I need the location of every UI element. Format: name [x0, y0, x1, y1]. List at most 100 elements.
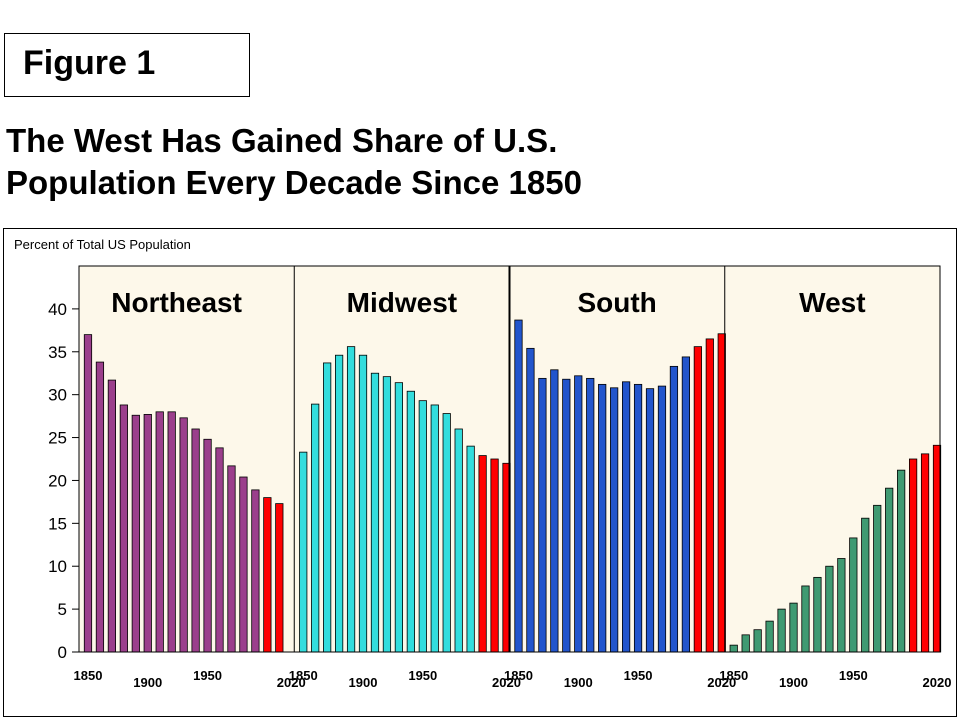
bar-northeast-1960: [215, 447, 224, 653]
bar-northeast-1860: [95, 361, 105, 653]
bar-northeast-1930: [179, 417, 188, 653]
bar-west-1890: [777, 608, 786, 653]
panel-label-west: West: [799, 287, 865, 318]
bar-south-1850: [514, 319, 523, 653]
x-tick-label-west-1900: 1900: [779, 675, 808, 690]
x-tick-label-south-1850: 1850: [504, 668, 533, 683]
bar-south-1920: [598, 383, 607, 653]
bar-west-1860: [741, 634, 750, 653]
x-tick-label-south-1950: 1950: [624, 668, 653, 683]
bar-west-1970: [873, 504, 882, 653]
x-tick-label-northeast-1950: 1950: [193, 668, 222, 683]
y-tick-label-40: 40: [48, 300, 67, 319]
bar-south-1870: [538, 377, 547, 653]
bar-midwest-1850: [299, 451, 308, 653]
y-tick-label-5: 5: [58, 600, 67, 619]
x-tick-label-south-1900: 1900: [564, 675, 593, 690]
bar-northeast-1990: [251, 489, 260, 653]
x-tick-label-west-1850: 1850: [719, 668, 748, 683]
bar-west-2010: [920, 453, 930, 653]
bar-northeast-1950: [203, 438, 212, 653]
bar-south-1970: [657, 385, 667, 653]
y-tick-label-15: 15: [48, 514, 67, 533]
bar-south-1990: [681, 356, 691, 653]
bar-northeast-1880: [119, 404, 128, 653]
x-tick-label-midwest-2020: 2020: [492, 675, 521, 690]
title-line-1: The West Has Gained Share of U.S.: [6, 122, 558, 159]
x-tick-label-northeast-1850: 1850: [74, 668, 103, 683]
bar-west-1920: [813, 576, 822, 653]
bar-midwest-1990: [466, 445, 475, 653]
bar-northeast-1940: [191, 428, 200, 653]
bar-south-1940: [622, 381, 631, 653]
bar-midwest-1950: [418, 400, 427, 653]
bar-west-1980: [885, 487, 894, 653]
bar-south-1960: [645, 388, 655, 653]
bar-midwest-1890: [346, 346, 356, 653]
x-tick-label-northeast-2020: 2020: [277, 675, 306, 690]
bar-south-2000: [693, 346, 702, 653]
bar-south-1880: [550, 369, 559, 653]
title-line-2: Population Every Decade Since 1850: [6, 164, 582, 201]
bar-south-1860: [526, 347, 535, 653]
y-tick-label-25: 25: [48, 429, 67, 448]
bar-west-1910: [801, 585, 810, 653]
bar-midwest-1910: [370, 372, 380, 653]
bar-west-1870: [753, 629, 762, 653]
bar-midwest-1970: [442, 413, 451, 653]
bar-midwest-1880: [334, 354, 344, 653]
bar-midwest-1960: [430, 404, 439, 653]
bar-west-1900: [789, 602, 798, 653]
y-tick-label-35: 35: [48, 343, 67, 362]
bar-west-1950: [849, 537, 858, 653]
bar-northeast-1890: [131, 414, 140, 653]
bar-south-1900: [574, 375, 583, 653]
panel-label-northeast: Northeast: [111, 287, 242, 318]
bar-west-1880: [765, 620, 774, 653]
bar-west-1960: [861, 517, 870, 653]
panel-label-midwest: Midwest: [347, 287, 457, 318]
bar-midwest-2010: [490, 458, 499, 653]
x-tick-label-west-1950: 1950: [839, 668, 868, 683]
x-tick-label-west-2020: 2020: [923, 675, 952, 690]
bar-northeast-1850: [83, 334, 93, 653]
bar-west-1930: [825, 565, 834, 653]
bar-west-2000: [909, 458, 918, 653]
bar-west-1940: [837, 558, 846, 653]
y-tick-label-30: 30: [48, 386, 67, 405]
bar-northeast-1870: [107, 379, 117, 653]
x-tick-label-northeast-1900: 1900: [133, 675, 162, 690]
bar-south-1910: [586, 377, 595, 653]
bar-south-2010: [705, 338, 714, 653]
bar-northeast-1900: [143, 413, 152, 653]
bar-midwest-1870: [323, 362, 332, 653]
bar-northeast-1920: [167, 411, 176, 653]
y-tick-label-0: 0: [58, 643, 67, 662]
x-tick-label-south-2020: 2020: [707, 675, 736, 690]
bar-midwest-1860: [311, 403, 320, 653]
bar-west-1850: [729, 644, 738, 653]
figure-label-box: Figure 1: [4, 33, 250, 97]
bar-northeast-2000: [263, 497, 272, 653]
bar-northeast-2010: [275, 503, 284, 653]
y-tick-label-20: 20: [48, 471, 67, 490]
x-tick-label-midwest-1950: 1950: [408, 668, 437, 683]
bar-south-1890: [562, 378, 571, 653]
y-tick-label-10: 10: [48, 557, 67, 576]
bar-south-1980: [669, 365, 679, 653]
bar-midwest-1940: [406, 390, 415, 653]
bar-midwest-1900: [358, 354, 368, 653]
bar-midwest-1980: [454, 428, 463, 653]
bar-northeast-1980: [239, 476, 248, 653]
bar-south-1950: [633, 383, 643, 653]
bar-northeast-1910: [155, 411, 164, 653]
figure-label: Figure 1: [23, 44, 156, 82]
bar-northeast-1970: [227, 465, 236, 653]
y-axis-label: Percent of Total US Population: [14, 237, 191, 252]
plot-border: [78, 265, 941, 653]
bar-south-1930: [610, 387, 619, 653]
x-tick-label-midwest-1900: 1900: [349, 675, 378, 690]
bar-midwest-1930: [394, 382, 404, 653]
chart-title: The West Has Gained Share of U.S. Popula…: [6, 120, 906, 204]
